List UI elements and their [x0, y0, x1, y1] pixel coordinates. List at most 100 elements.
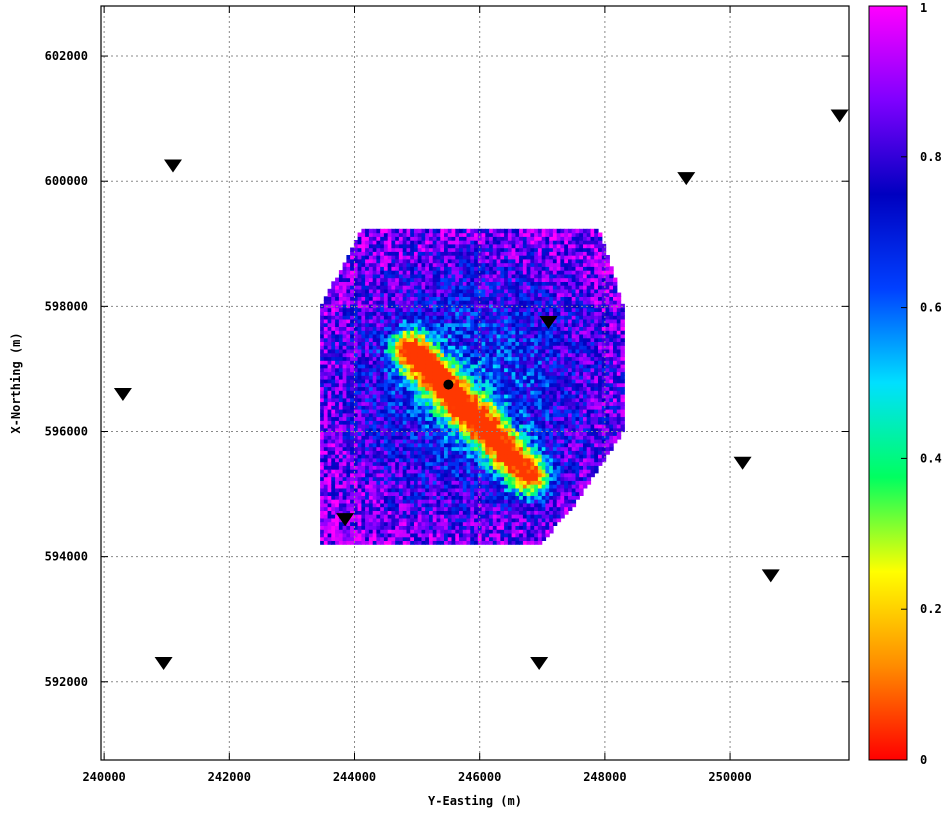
heatmap-cell	[470, 363, 475, 369]
heatmap-cell	[361, 382, 366, 388]
heatmap-cell	[496, 476, 501, 481]
heatmap-cell	[470, 352, 475, 358]
heatmap-cell	[466, 506, 471, 511]
heatmap-cell	[526, 363, 531, 369]
heatmap-cell	[444, 514, 449, 519]
heatmap-cell	[492, 476, 498, 481]
heatmap-cell	[541, 236, 547, 241]
heatmap-cell	[515, 285, 520, 290]
heatmap-cell	[346, 367, 351, 373]
heatmap-cell	[492, 510, 498, 515]
heatmap-cell	[361, 469, 366, 474]
heatmap-cell	[368, 300, 374, 305]
heatmap-cell	[526, 322, 531, 327]
heatmap-cell	[387, 409, 393, 414]
heatmap-cell	[406, 382, 411, 388]
heatmap-cell	[380, 371, 385, 376]
heatmap-cell	[474, 412, 479, 418]
heatmap-cell	[353, 532, 359, 538]
heatmap-cell	[511, 405, 516, 410]
heatmap-cell	[383, 258, 389, 264]
heatmap-cell	[383, 390, 389, 395]
heatmap-cell	[522, 326, 528, 331]
heatmap-cell	[534, 517, 539, 523]
heatmap-cell	[327, 378, 332, 384]
heatmap-cell	[357, 480, 362, 485]
heatmap-cell	[331, 487, 336, 493]
heatmap-cell	[444, 281, 449, 286]
heatmap-cell	[331, 333, 336, 339]
heatmap-cell	[421, 457, 426, 463]
heatmap-cell	[481, 409, 486, 414]
heatmap-cell	[455, 469, 460, 474]
heatmap-cell	[451, 412, 456, 418]
heatmap-cell	[353, 292, 359, 297]
heatmap-cell	[444, 270, 449, 275]
heatmap-cell	[451, 540, 456, 545]
heatmap-cell	[481, 243, 486, 249]
heatmap-cell	[387, 345, 393, 350]
heatmap-cell	[387, 337, 393, 342]
heatmap-cell	[372, 450, 378, 455]
heatmap-cell	[496, 341, 501, 346]
heatmap-cell	[323, 442, 329, 448]
heatmap-cell	[402, 536, 408, 541]
heatmap-cell	[451, 454, 456, 459]
heatmap-cell	[342, 424, 347, 429]
heatmap-cell	[545, 532, 550, 538]
heatmap-cell	[350, 517, 355, 523]
heatmap-cell	[380, 517, 385, 523]
heatmap-cell	[421, 495, 426, 500]
heatmap-cell	[466, 333, 471, 339]
heatmap-cell	[342, 431, 347, 436]
heatmap-cell	[511, 300, 516, 305]
heatmap-cell	[391, 363, 396, 369]
heatmap-cell	[436, 363, 441, 369]
heatmap-cell	[451, 247, 456, 252]
heatmap-cell	[372, 536, 378, 541]
heatmap-cell	[534, 382, 539, 388]
heatmap-cell	[444, 517, 449, 523]
heatmap-cell	[459, 315, 464, 320]
heatmap-cell	[519, 397, 524, 403]
heatmap-cell	[522, 315, 528, 320]
heatmap-cell	[414, 401, 419, 406]
heatmap-cell	[455, 517, 460, 523]
heatmap-cell	[455, 240, 460, 245]
heatmap-cell	[410, 251, 415, 256]
heatmap-cell	[459, 386, 464, 391]
heatmap-cell	[462, 435, 468, 440]
heatmap-cell	[417, 315, 423, 320]
heatmap-cell	[436, 484, 441, 489]
heatmap-cell	[361, 495, 366, 500]
heatmap-cell	[496, 409, 501, 414]
heatmap-cell	[342, 337, 347, 342]
heatmap-cell	[357, 240, 362, 245]
heatmap-cell	[338, 502, 344, 508]
heatmap-cell	[372, 258, 378, 264]
heatmap-cell	[398, 469, 404, 474]
heatmap-cell	[492, 390, 498, 395]
heatmap-cell	[500, 529, 505, 534]
heatmap-cell	[331, 416, 336, 421]
heatmap-cell	[515, 281, 520, 286]
heatmap-cell	[372, 397, 378, 403]
heatmap-cell	[395, 236, 400, 241]
heatmap-cell	[507, 236, 513, 241]
heatmap-cell	[541, 480, 547, 485]
heatmap-cell	[425, 356, 430, 361]
heatmap-cell	[342, 397, 347, 403]
heatmap-cell	[534, 228, 539, 234]
heatmap-cell	[323, 525, 329, 530]
heatmap-cell	[455, 258, 460, 264]
heatmap-cell	[425, 420, 430, 425]
heatmap-cell	[519, 348, 524, 354]
heatmap-cell	[530, 300, 535, 305]
heatmap-cell	[361, 472, 366, 478]
heatmap-cell	[395, 378, 400, 384]
heatmap-cell	[530, 517, 535, 523]
heatmap-cell	[447, 532, 453, 538]
heatmap-cell	[429, 450, 434, 455]
heatmap-cell	[440, 536, 445, 541]
heatmap-cell	[492, 345, 498, 350]
